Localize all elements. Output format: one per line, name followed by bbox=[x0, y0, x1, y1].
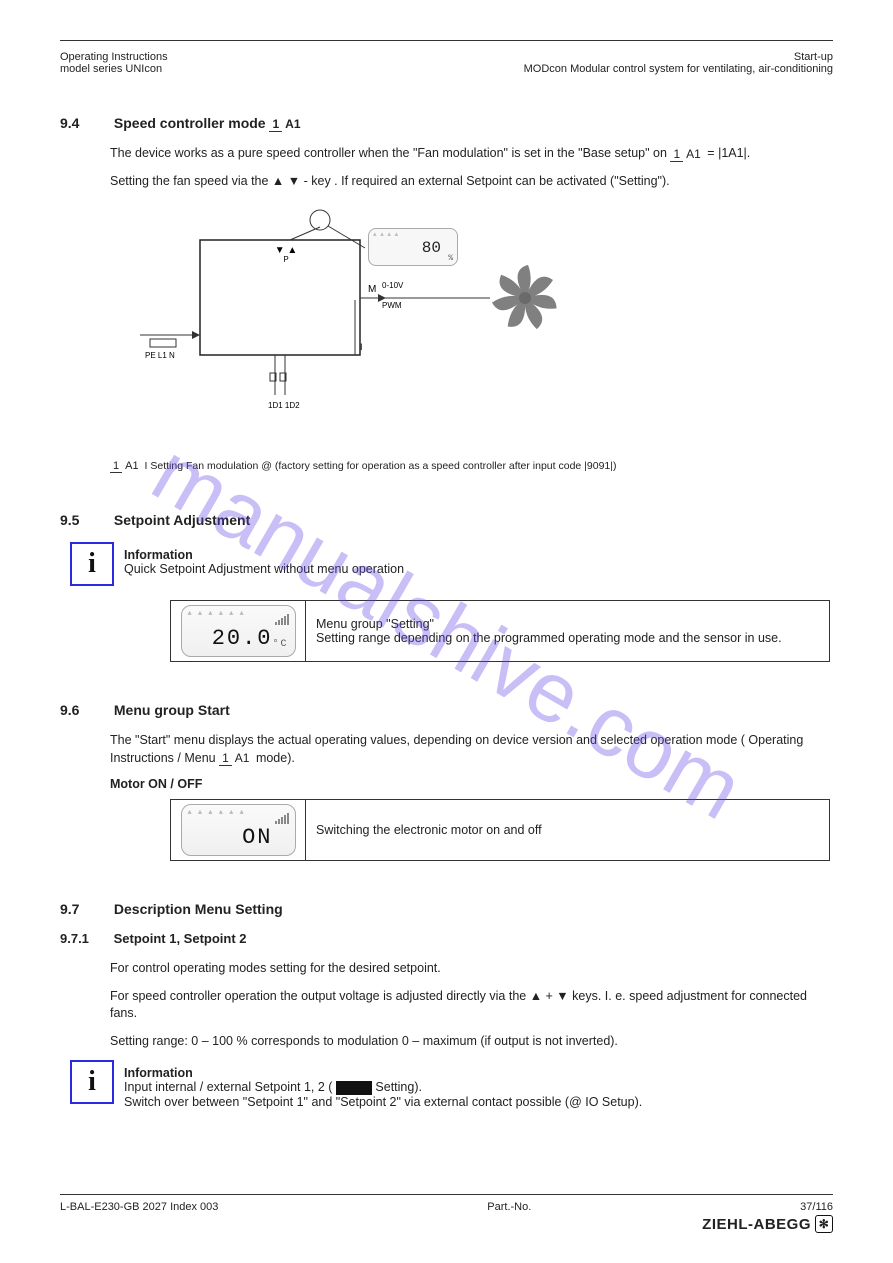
info-icon: i bbox=[70, 542, 114, 586]
info-icon: i bbox=[70, 1060, 114, 1104]
section-9-7-1-title: 9.7.1 Setpoint 1, Setpoint 2 bbox=[60, 931, 833, 946]
info-label-2: Information bbox=[124, 1060, 642, 1080]
section-title-text: Description Menu Setting bbox=[114, 901, 283, 917]
lcd-display-on: ▲ ▲ ▲ ▲ ▲ ▲ ON bbox=[181, 804, 296, 856]
footer-center: Part.-No. bbox=[487, 1201, 531, 1213]
subsection-title-text: Setpoint 1, Setpoint 2 bbox=[114, 931, 247, 946]
section-number: 9.7 bbox=[60, 901, 110, 917]
section-number: 9.4 bbox=[60, 115, 110, 131]
top-rule bbox=[60, 40, 833, 41]
section-title-text: Setpoint Adjustment bbox=[114, 512, 250, 528]
brand-icon: ✻ bbox=[815, 1215, 833, 1233]
motor-onoff-subtitle: Motor ON / OFF bbox=[110, 777, 833, 791]
section-9-6-title: 9.6 Menu group Start bbox=[60, 702, 833, 718]
page-footer: L-BAL-E230-GB 2027 Index 003 Part.-No. 3… bbox=[60, 1194, 833, 1233]
table-text-1: Menu group "Setting" bbox=[316, 617, 819, 631]
header-left-line1: Operating Instructions bbox=[60, 51, 168, 63]
brand-logo: ZIEHL-ABEGG ✻ bbox=[702, 1215, 833, 1233]
section-9-7-body2: For speed controller operation the outpu… bbox=[110, 988, 833, 1023]
footer-left: L-BAL-E230-GB 2027 Index 003 bbox=[60, 1201, 218, 1213]
diagram: ▼ ▲ P ▲ ▲ ▲ ▲ 80 % M 0-10V PWM bbox=[120, 200, 620, 430]
svg-text:1D1 1D2: 1D1 1D2 bbox=[268, 401, 300, 410]
svg-text:PE L1 N: PE L1 N bbox=[145, 351, 175, 360]
section-9-6-body: The "Start" menu displays the actual ope… bbox=[110, 732, 833, 767]
header-right-line2: MODcon Modular control system for ventil… bbox=[524, 63, 833, 75]
setpoint-table: ▲ ▲ ▲ ▲ ▲ ▲ 20.0 °C Menu group "Setting"… bbox=[170, 600, 830, 662]
section-title-text: Menu group Start bbox=[114, 702, 230, 718]
section-9-4-body1: The device works as a pure speed control… bbox=[110, 145, 833, 163]
svg-text:I: I bbox=[360, 342, 363, 352]
info-label: Information bbox=[124, 542, 404, 562]
svg-text:PWM: PWM bbox=[382, 301, 402, 310]
motor-table-text: Switching the electronic motor on and of… bbox=[306, 800, 830, 861]
svg-text:0-10V: 0-10V bbox=[382, 281, 404, 290]
black-box-icon bbox=[336, 1081, 372, 1095]
header-right-line1: Start-up bbox=[524, 51, 833, 63]
section-9-7-body3: Setting range: 0 – 100 % corresponds to … bbox=[110, 1033, 833, 1051]
section-number: 9.6 bbox=[60, 702, 110, 718]
info-body: Quick Setpoint Adjustment without menu o… bbox=[124, 562, 404, 576]
section-9-7-title: 9.7 Description Menu Setting bbox=[60, 901, 833, 917]
motor-table: ▲ ▲ ▲ ▲ ▲ ▲ ON Switching the electronic … bbox=[170, 799, 830, 861]
lcd-display: ▲ ▲ ▲ ▲ ▲ ▲ 20.0 °C bbox=[181, 605, 296, 657]
header-left-line2: model series UNIcon bbox=[60, 63, 168, 75]
table-text-2: Setting range depending on the programme… bbox=[316, 631, 819, 645]
info-block-2: i Information Input internal / external … bbox=[70, 1060, 833, 1109]
section-9-7-body1: For control operating modes setting for … bbox=[110, 960, 833, 978]
diagram-legend: 1A1 I Setting Fan modulation @ (factory … bbox=[110, 460, 833, 472]
footer-right: 37/116 bbox=[800, 1201, 833, 1213]
section-9-5-title: 9.5 Setpoint Adjustment bbox=[60, 512, 833, 528]
section-9-4-title: 9.4 Speed controller mode 1A1 bbox=[60, 115, 833, 131]
info-body-2a: Input internal / external Setpoint 1, 2 … bbox=[124, 1080, 642, 1095]
subsection-number: 9.7.1 bbox=[60, 931, 110, 946]
svg-text:M: M bbox=[368, 284, 376, 295]
svg-text:P: P bbox=[283, 255, 288, 264]
section-9-4-body2: Setting the fan speed via the ▲ ▼ - key … bbox=[110, 173, 833, 191]
info-body-2b: Switch over between "Setpoint 1" and "Se… bbox=[124, 1095, 642, 1109]
section-number: 9.5 bbox=[60, 512, 110, 528]
info-block-1: i Information Quick Setpoint Adjustment … bbox=[70, 542, 833, 586]
page-header: Operating Instructions model series UNIc… bbox=[60, 51, 833, 75]
